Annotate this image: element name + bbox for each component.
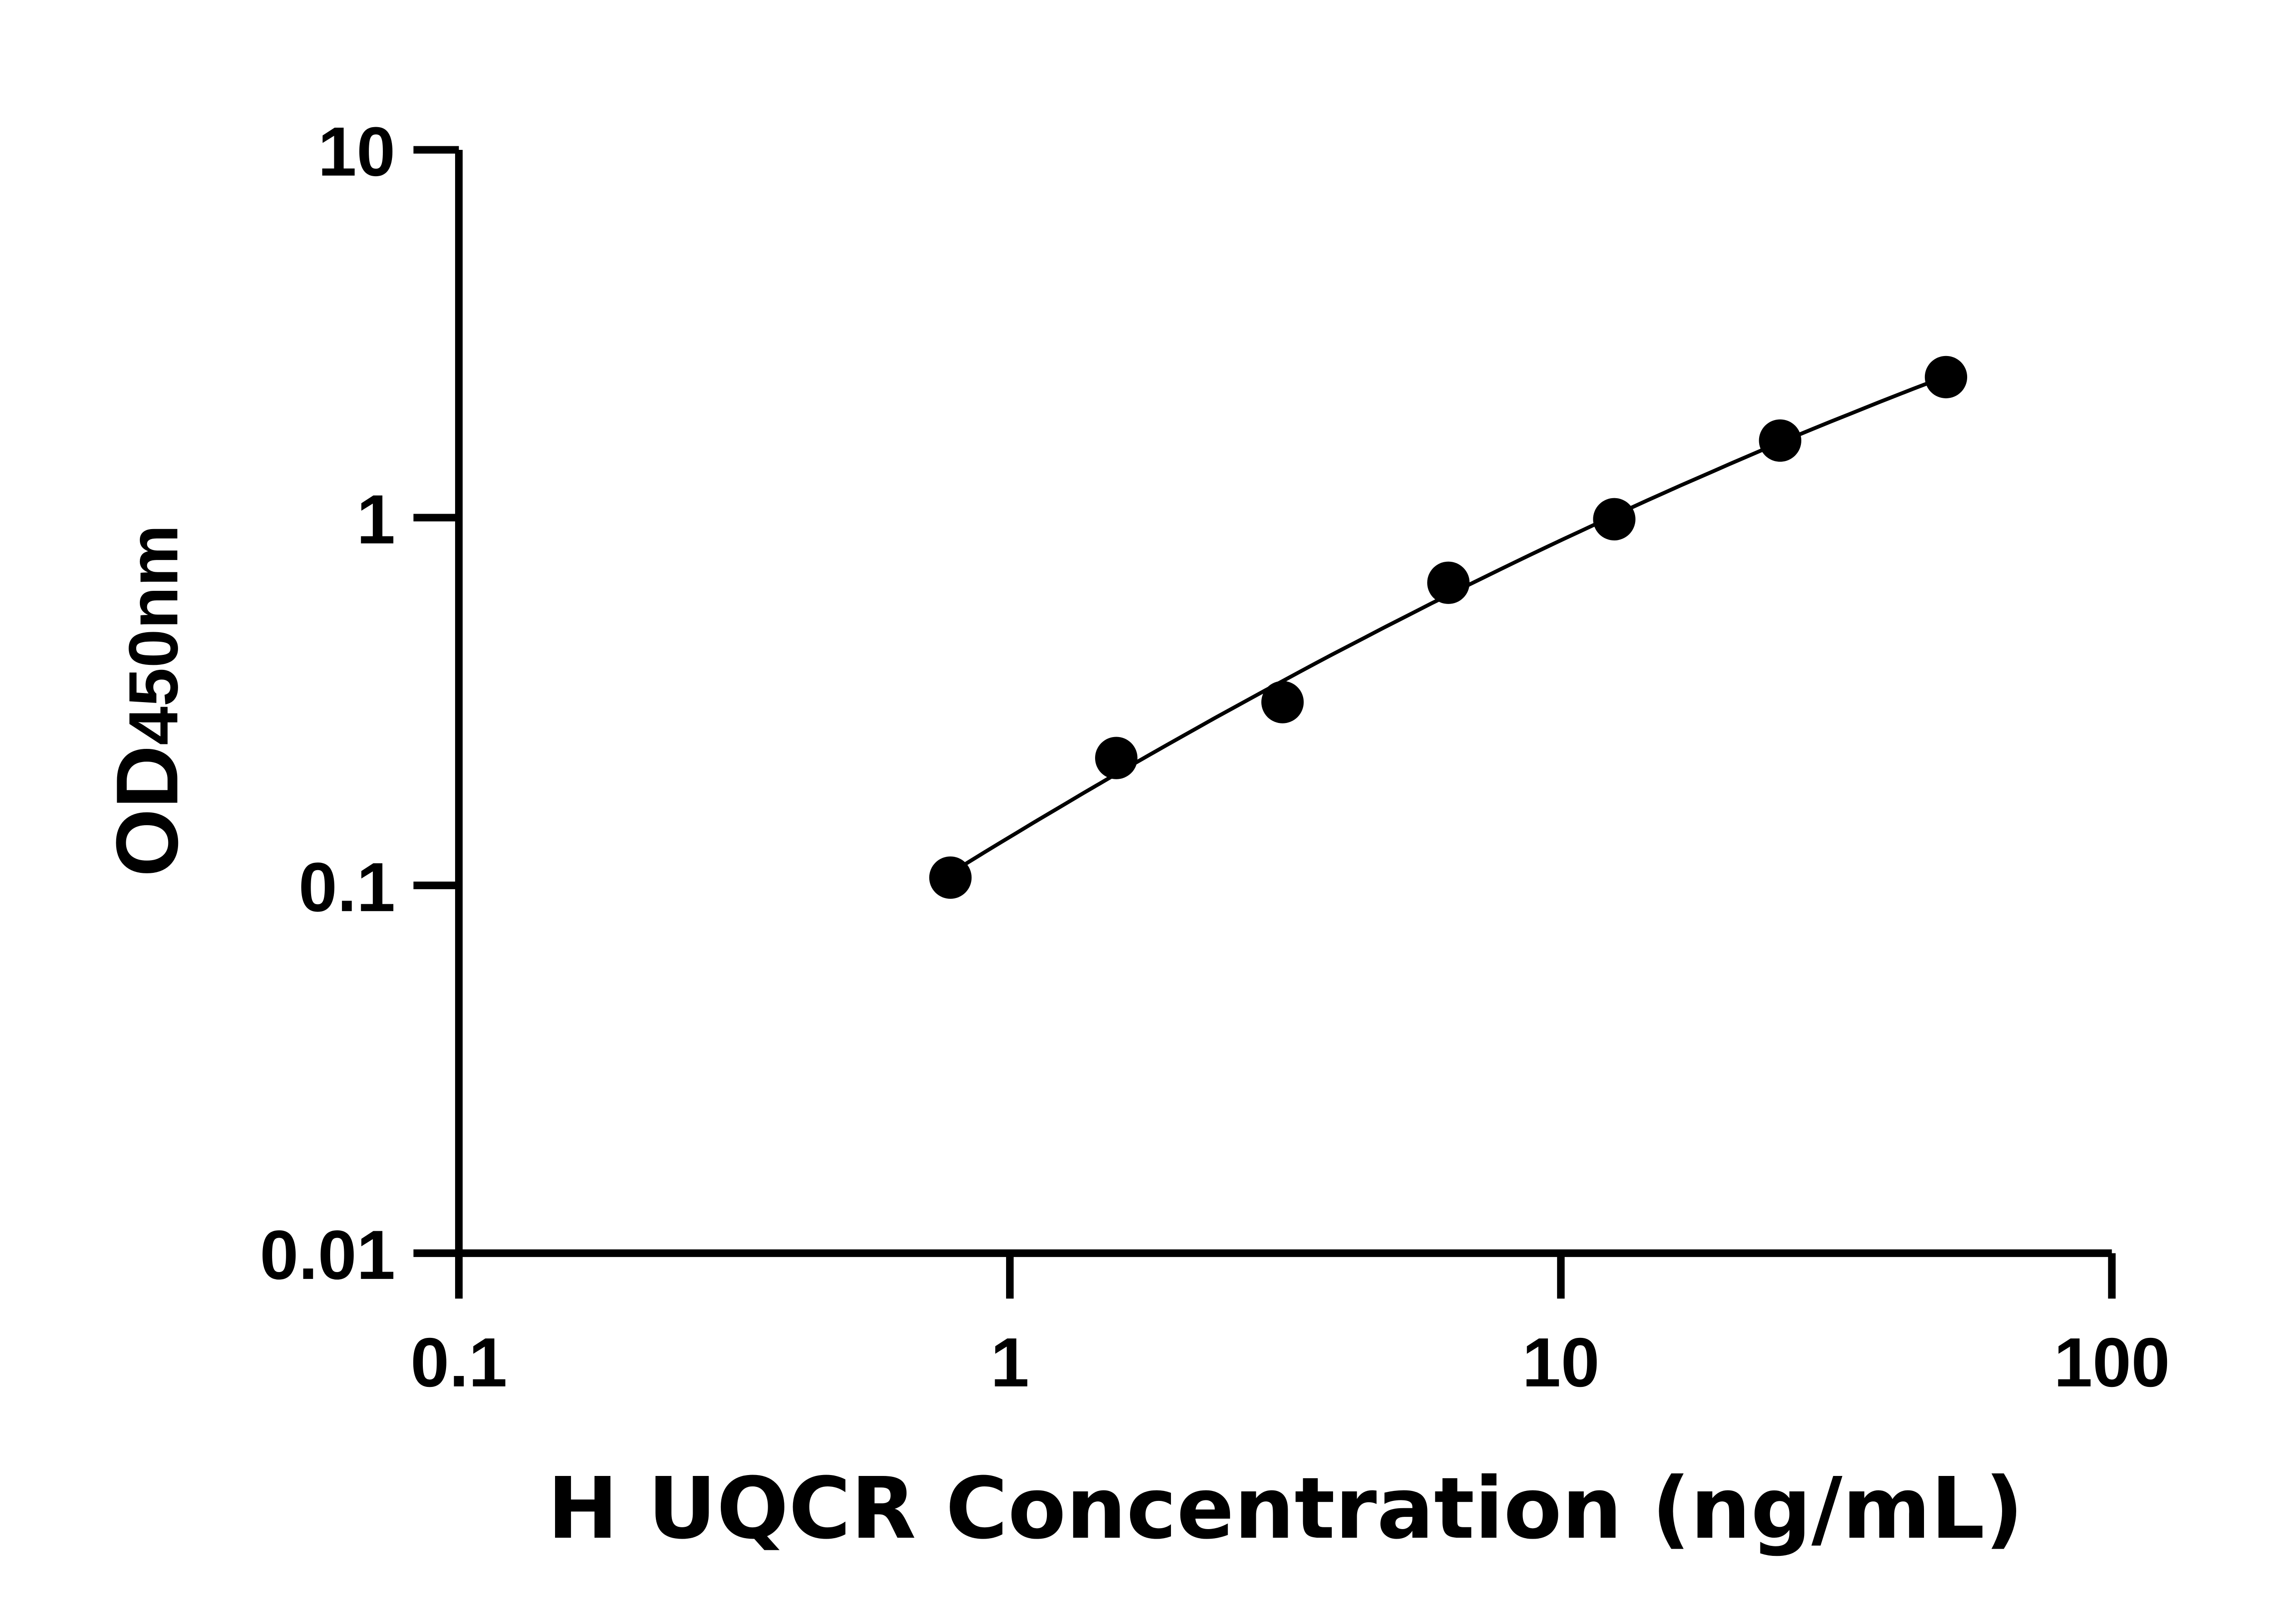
y-tick-label: 10 bbox=[318, 113, 396, 191]
y-axis-label-sub: 450nm bbox=[114, 525, 192, 745]
data-points bbox=[929, 356, 1968, 899]
data-point bbox=[1759, 419, 1801, 462]
axes bbox=[413, 146, 2116, 1299]
y-axis-label-main: OD bbox=[98, 745, 196, 877]
x-tick-label: 0.1 bbox=[411, 1324, 507, 1401]
data-point bbox=[1593, 498, 1636, 540]
x-tick-label: 1 bbox=[991, 1324, 1029, 1401]
data-point bbox=[929, 856, 972, 899]
x-tick-label: 100 bbox=[2054, 1324, 2170, 1401]
x-axis-label: H UQCR Concentration (ng/mL) bbox=[547, 1460, 2023, 1558]
data-point bbox=[1261, 681, 1304, 723]
y-tick-label: 0.01 bbox=[260, 1216, 395, 1294]
y-tick-label: 1 bbox=[357, 480, 395, 558]
y-tick-label: 0.1 bbox=[298, 848, 395, 926]
y-axis-label: OD450nm bbox=[98, 525, 196, 877]
data-point bbox=[1427, 561, 1470, 604]
data-point bbox=[1924, 356, 1968, 399]
x-tick-label: 10 bbox=[1522, 1324, 1600, 1401]
data-point bbox=[1095, 737, 1138, 779]
